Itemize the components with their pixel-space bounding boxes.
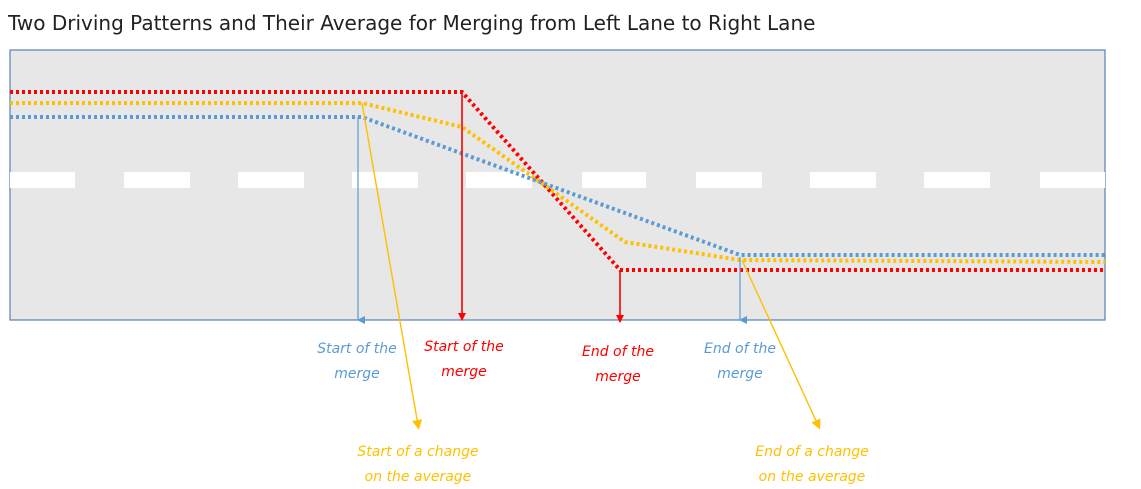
label: merge xyxy=(334,366,380,382)
label: merge xyxy=(441,364,487,380)
road xyxy=(9,49,1106,321)
label: Start of a change xyxy=(357,444,478,460)
label: End of a change xyxy=(755,444,869,460)
labels: Start of the merge Start of the merge En… xyxy=(317,339,869,485)
label: Start of the xyxy=(317,341,397,357)
title: Two Driving Patterns and Their Average f… xyxy=(7,11,815,35)
label: End of the xyxy=(582,344,654,360)
label: on the average xyxy=(365,469,472,485)
label: merge xyxy=(595,369,641,385)
arrow xyxy=(741,259,821,430)
arrow xyxy=(361,102,423,430)
label: on the average xyxy=(759,469,866,485)
blue-path xyxy=(10,115,1105,257)
label: End of the xyxy=(704,341,776,357)
label: merge xyxy=(717,366,763,382)
label: Start of the xyxy=(424,339,504,355)
lane-divider xyxy=(10,172,1105,188)
